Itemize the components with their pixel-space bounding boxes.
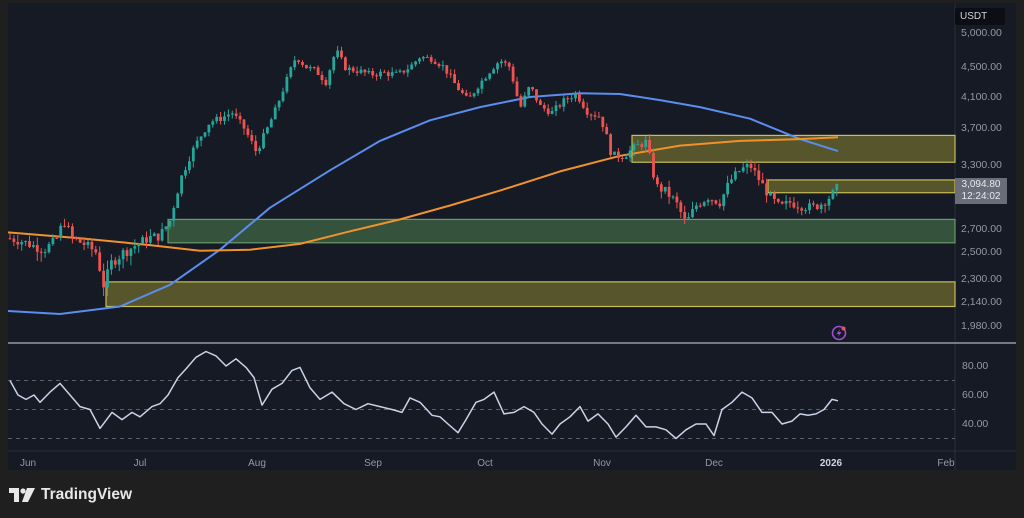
time-label: 2026 (819, 458, 843, 469)
zone-resistance-near[interactable] (767, 179, 956, 194)
time-label: Dec (705, 458, 723, 469)
last-price-label: 3,094.80 12:24:02 (955, 178, 1007, 204)
time-label: Sep (364, 458, 382, 469)
price-tick-label: 2,140.00 (961, 296, 1002, 308)
rsi-tick-label: 40.00 (962, 418, 989, 430)
price-tick-label: 3,300.00 (961, 159, 1002, 171)
price-tick-label: 1,980.00 (961, 320, 1002, 332)
time-label: Feb (937, 458, 955, 469)
price-tick-label: 2,500.00 (961, 246, 1002, 258)
price-tick-label: 2,300.00 (961, 273, 1002, 285)
price-tick-label: 2,700.00 (961, 223, 1002, 235)
lightning-alert-icon[interactable] (831, 325, 847, 341)
moving-averages (7, 92, 839, 315)
tradingview-logo-icon (9, 488, 35, 502)
candlestick-series (8, 46, 839, 297)
rsi-tick-label: 60.00 (962, 389, 989, 401)
time-label: Jul (133, 458, 147, 469)
time-label: Aug (248, 458, 266, 469)
brand-name: TradingView (41, 486, 133, 503)
rsi-tick-label: 80.00 (962, 360, 989, 372)
ma-slow-line (7, 136, 839, 252)
price-zones[interactable] (105, 134, 956, 308)
price-tick-label: 5,000.00 (961, 27, 1002, 39)
time-label: Oct (477, 458, 493, 469)
rsi-levels (8, 380, 955, 439)
zone-support-green[interactable] (167, 218, 956, 244)
last-price-value: 3,094.80 (961, 179, 1001, 190)
rsi-line (9, 350, 839, 440)
price-tick-label: 3,700.00 (961, 122, 1002, 134)
countdown-timer: 12:24:02 (961, 191, 1001, 202)
currency-badge[interactable]: USDT (955, 8, 1005, 25)
time-label: Jun (19, 458, 37, 469)
price-tick-label: 4,500.00 (961, 61, 1002, 73)
time-label: Nov (593, 458, 611, 469)
zone-support-lower[interactable] (105, 281, 956, 308)
tradingview-logo[interactable]: TradingView (9, 486, 132, 504)
price-tick-label: 4,100.00 (961, 91, 1002, 103)
ma-fast-line (7, 92, 839, 315)
